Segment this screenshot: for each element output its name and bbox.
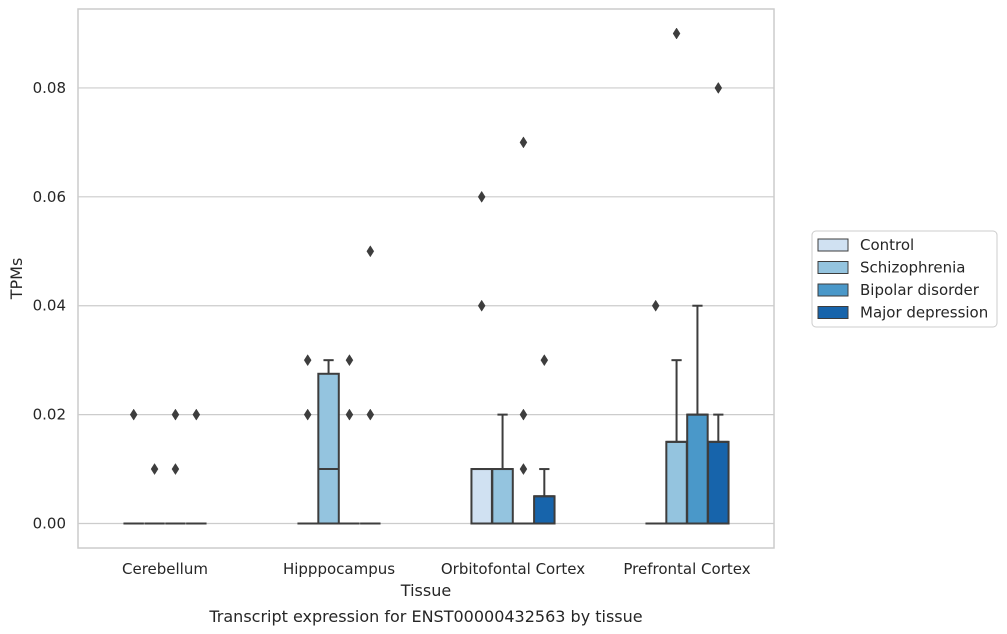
outlier-point bbox=[519, 463, 528, 476]
box-control bbox=[297, 354, 318, 525]
box-body bbox=[317, 372, 340, 525]
y-axis-label: TPMs bbox=[7, 258, 26, 301]
box-major-depression bbox=[186, 408, 207, 525]
y-tick-label: 0.06 bbox=[33, 188, 66, 206]
legend-swatch bbox=[817, 238, 849, 252]
box-schizophrenia bbox=[317, 359, 340, 525]
outlier-point bbox=[672, 27, 681, 40]
outlier-point bbox=[171, 408, 180, 421]
box-bipolar-disorder bbox=[513, 136, 534, 525]
box-major-depression bbox=[707, 81, 730, 525]
box-body bbox=[491, 468, 514, 525]
legend-swatch bbox=[817, 261, 849, 274]
outlier-point bbox=[519, 136, 528, 149]
outlier-point bbox=[714, 81, 723, 94]
outlier-point bbox=[477, 190, 486, 203]
box-schizophrenia bbox=[491, 413, 514, 525]
x-axis-label: Tissue bbox=[400, 581, 451, 600]
plot-marks bbox=[123, 27, 730, 525]
outlier-point bbox=[303, 354, 312, 367]
box-body bbox=[665, 440, 688, 525]
box-schizophrenia bbox=[665, 27, 688, 525]
outlier-point bbox=[477, 299, 486, 312]
box-body bbox=[707, 440, 730, 525]
legend: Control Schizophrenia Bipolar disorder Majo… bbox=[811, 230, 998, 328]
box-control bbox=[470, 190, 493, 525]
x-tick-label: Hipppocampus bbox=[283, 560, 395, 578]
box-bipolar-disorder bbox=[339, 354, 360, 525]
box-control bbox=[645, 299, 666, 525]
x-tick-label: Orbitofontal Cortex bbox=[441, 560, 585, 578]
outlier-point bbox=[519, 408, 528, 421]
outlier-point bbox=[366, 408, 375, 421]
legend-label: Control bbox=[860, 236, 914, 254]
box-body bbox=[533, 495, 556, 525]
box-body bbox=[470, 468, 493, 525]
box-bipolar-disorder bbox=[686, 304, 709, 525]
legend-swatch bbox=[817, 306, 849, 319]
outlier-point bbox=[303, 408, 312, 421]
x-tick-label: Prefrontal Cortex bbox=[623, 560, 750, 578]
box-bipolar-disorder bbox=[165, 408, 186, 525]
outlier-point bbox=[345, 408, 354, 421]
outlier-point bbox=[345, 354, 354, 367]
outlier-point bbox=[129, 408, 138, 421]
outlier-point bbox=[192, 408, 201, 421]
y-axis-ticks: 0.00 0.02 0.04 0.06 0.08 bbox=[33, 79, 66, 533]
box-body bbox=[686, 413, 709, 525]
legend-label: Schizophrenia bbox=[860, 259, 965, 277]
outlier-point bbox=[540, 354, 549, 367]
outlier-point bbox=[150, 463, 159, 476]
y-tick-label: 0.02 bbox=[33, 406, 66, 424]
y-tick-label: 0.00 bbox=[33, 515, 66, 533]
outlier-point bbox=[651, 299, 660, 312]
y-tick-label: 0.04 bbox=[33, 297, 66, 315]
box-control bbox=[123, 408, 144, 525]
outlier-point bbox=[366, 245, 375, 258]
legend-label: Bipolar disorder bbox=[860, 281, 980, 299]
x-axis-ticks: Cerebellum Hipppocampus Orbitofontal Corte… bbox=[122, 560, 751, 578]
y-tick-label: 0.08 bbox=[33, 79, 66, 97]
box-major-depression bbox=[360, 245, 381, 525]
plot-frame bbox=[77, 8, 775, 549]
legend-swatch bbox=[817, 283, 849, 297]
chart-caption: Transcript expression for ENST0000043256… bbox=[208, 607, 642, 626]
x-tick-label: Cerebellum bbox=[122, 560, 208, 578]
legend-label: Major depression bbox=[860, 304, 988, 322]
box-schizophrenia bbox=[144, 463, 165, 525]
box-major-depression bbox=[533, 354, 556, 525]
outlier-point bbox=[171, 463, 180, 476]
legend-frame bbox=[811, 230, 998, 328]
